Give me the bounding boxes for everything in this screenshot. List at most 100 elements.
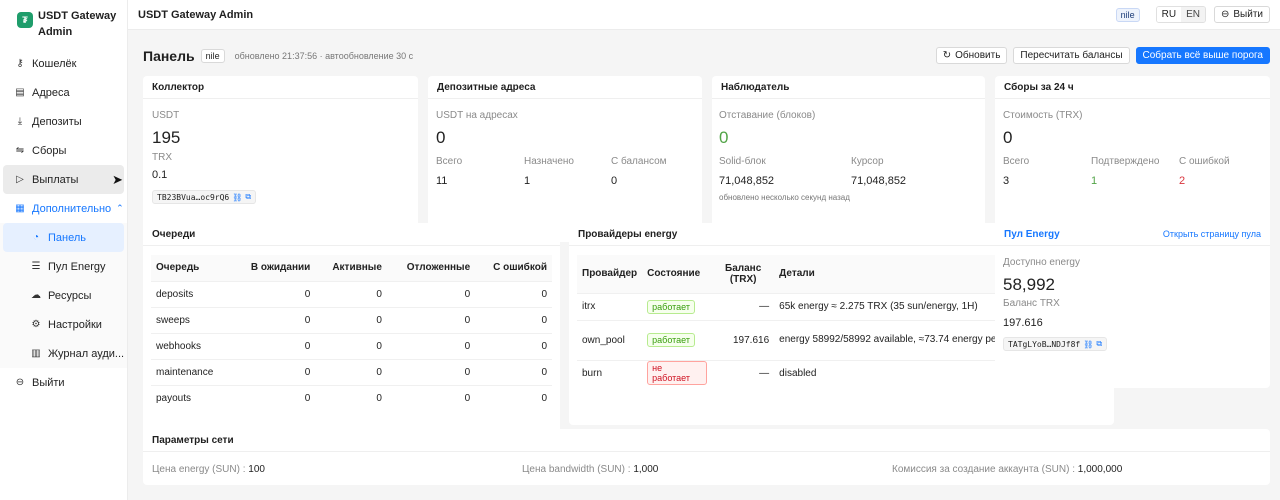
table-cell: maintenance: [151, 358, 232, 385]
param-label: Комиссия за создание аккаунта (SUN): [892, 464, 1070, 475]
recalc-balances-button[interactable]: Пересчитать балансы: [1013, 47, 1130, 64]
column-header: Очередь: [151, 255, 232, 281]
refresh-button[interactable]: ↻ Обновить: [935, 47, 1008, 64]
logout-icon: ⊖: [1221, 9, 1230, 20]
card-title: Очереди: [143, 223, 560, 246]
sidebar-item-label: Панель: [48, 231, 87, 244]
solid-block-label: Solid-блок: [719, 156, 766, 167]
page-actions: ↻ Обновить Пересчитать балансы Собрать в…: [930, 47, 1270, 64]
providers-table-wrap: Провайдер Состояние Баланс (TRX) Детали …: [569, 246, 1114, 386]
provider-balance: —: [712, 292, 775, 320]
param-value: 1,000: [633, 464, 659, 475]
table-row: sweeps 0 0 0 0: [151, 306, 552, 333]
assigned-label: Назначено: [524, 156, 574, 167]
send-icon: ▷: [16, 174, 24, 185]
table-cell: 0: [231, 384, 316, 411]
open-pool-link[interactable]: Открыть страницу пула: [1162, 229, 1261, 239]
column-header: В ожидании: [231, 255, 316, 281]
provider-name: itrx: [577, 292, 643, 320]
sidebar-item-audit-log[interactable]: ▥ Журнал ауди...: [0, 339, 127, 368]
gear-icon: ⚙: [31, 319, 41, 330]
cost-value: 0: [1003, 128, 1013, 147]
sidebar-item-label: Депозиты: [32, 115, 82, 128]
table-row: deposits 0 0 0 0: [151, 280, 552, 307]
card-title[interactable]: Пул Energy: [1004, 228, 1060, 240]
assigned-value: 1: [524, 175, 531, 187]
table-cell: sweeps: [151, 306, 232, 333]
total-label: Всего: [436, 156, 463, 167]
card-title: Коллектор: [143, 76, 418, 99]
sidebar-item-payouts[interactable]: ▷ Выплаты: [3, 165, 124, 194]
total-value: 3: [1003, 175, 1010, 187]
main-content: Панель nile обновлено 21:37:56 · автообн…: [128, 30, 1280, 500]
column-header: Провайдер: [577, 255, 643, 293]
env-badge: nile: [1115, 7, 1140, 22]
address-text: TATgLYoB…NDJf8f: [1008, 339, 1081, 349]
sidebar-item-resources[interactable]: ☁ Ресурсы: [0, 281, 127, 310]
trx-value: 0.1: [152, 169, 168, 181]
sidebar-group-label: Дополнительно: [32, 202, 112, 215]
total-label: Всего: [1003, 156, 1030, 167]
total-value: 11: [436, 175, 448, 187]
sidebar-item-energy-pool[interactable]: ☰ Пул Energy: [0, 252, 127, 281]
table-row: maintenance 0 0 0 0: [151, 358, 552, 385]
sidebar-group-more[interactable]: ▦ Дополнительно ⌃: [0, 194, 127, 223]
usdt-on-addresses-label: USDT на адресах: [436, 110, 518, 121]
lang-en-button[interactable]: EN: [1181, 7, 1205, 22]
network-params-card: Параметры сети Цена energy (SUN) : 100 Ц…: [143, 429, 1270, 485]
sidebar-item-settings[interactable]: ⚙ Настройки: [0, 310, 127, 339]
copy-icon[interactable]: ⧉: [1096, 339, 1103, 348]
table-cell: 0: [315, 384, 387, 411]
refresh-icon: ↻: [942, 50, 952, 61]
table-cell: payouts: [151, 384, 232, 411]
sidebar-item-sweeps[interactable]: ⇋ Сборы: [0, 136, 127, 165]
header-logout-button[interactable]: ⊖ Выйти: [1214, 6, 1270, 23]
table-row: itrx работает — 65k energy ≈ 2.275 TRX (…: [577, 292, 1106, 320]
provider-balance: 197.616: [712, 319, 775, 360]
trx-balance-value: 197.616: [1003, 317, 1043, 329]
address-text: TB23BVua…oc9rQ6: [157, 192, 230, 202]
provider-balance: —: [712, 359, 775, 386]
brand-title: USDT Gateway Admin: [38, 10, 117, 38]
link-icon[interactable]: ⛓: [1083, 339, 1094, 349]
table-cell: 0: [386, 280, 476, 307]
table-cell: 0: [231, 306, 316, 333]
card-title: Сборы за 24 ч: [995, 76, 1270, 99]
sidebar-item-label: Пул Energy: [48, 260, 106, 273]
sidebar-item-label: Выйти: [32, 376, 65, 389]
table-cell: 0: [231, 358, 316, 385]
collect-all-button[interactable]: Собрать всё выше порога: [1135, 47, 1270, 64]
address-book-icon: ▤: [15, 87, 25, 98]
copy-icon[interactable]: ⧉: [245, 192, 252, 201]
sidebar-item-deposits[interactable]: ⤓ Депозиты: [0, 107, 127, 136]
mouse-cursor-icon: ➤: [112, 172, 123, 187]
lag-value: 0: [719, 128, 729, 147]
status-badge: работает: [647, 333, 695, 347]
sidebar: ₮ USDT Gateway Admin ⚷ Кошелёк ▤ Адреса …: [0, 0, 128, 500]
key-icon: ⚷: [16, 58, 24, 69]
queues-table-wrap: Очередь В ожидании Активные Отложенные С…: [143, 246, 560, 411]
sidebar-item-wallet[interactable]: ⚷ Кошелёк: [0, 49, 127, 78]
sidebar-subgroup: ◔ Панель ☰ Пул Energy ☁ Ресурсы ⚙ Настро…: [0, 223, 127, 368]
sidebar-item-logout[interactable]: ⊖ Выйти: [0, 368, 127, 397]
header-logout-label: Выйти: [1233, 9, 1263, 20]
sidebar-item-label: Кошелёк: [32, 57, 77, 70]
watcher-hint: обновлено несколько секунд назад: [719, 193, 850, 202]
providers-table: Провайдер Состояние Баланс (TRX) Детали …: [577, 255, 1106, 386]
table-cell: 0: [475, 280, 552, 307]
audit-icon: ▥: [31, 348, 41, 359]
confirmed-value: 1: [1091, 175, 1098, 187]
sidebar-item-dashboard[interactable]: ◔ Панель: [3, 223, 124, 252]
lang-ru-button[interactable]: RU: [1156, 7, 1182, 22]
recalc-label: Пересчитать балансы: [1020, 50, 1123, 61]
column-header: Баланс (TRX): [712, 255, 775, 293]
link-icon[interactable]: ⛓: [232, 192, 243, 202]
table-cell: 0: [386, 306, 476, 333]
sidebar-item-label: Адреса: [32, 86, 70, 99]
available-energy-label: Доступно energy: [1003, 257, 1080, 268]
sidebar-item-addresses[interactable]: ▤ Адреса: [0, 78, 127, 107]
available-energy-value: 58,992: [1003, 275, 1055, 294]
queues-table: Очередь В ожидании Активные Отложенные С…: [151, 255, 552, 411]
energy-pool-card: Пул Energy Открыть страницу пула Доступн…: [995, 223, 1270, 388]
cost-label: Стоимость (TRX): [1003, 110, 1083, 121]
